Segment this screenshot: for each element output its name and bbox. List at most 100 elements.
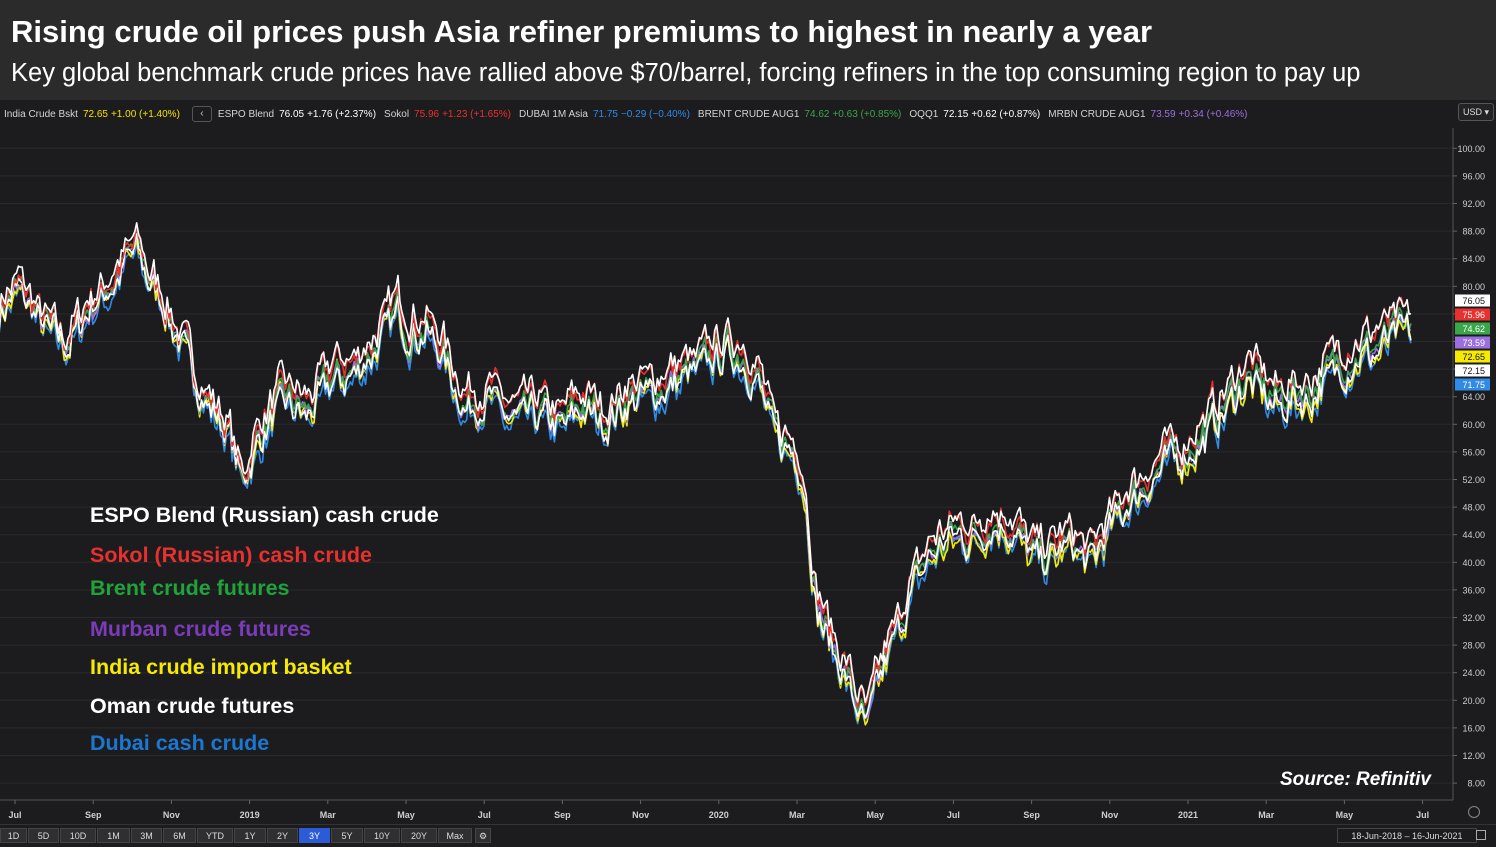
last-value-badge: [1455, 350, 1490, 363]
range-button[interactable]: 3M: [131, 828, 162, 843]
x-tick-label: Sep: [85, 810, 102, 820]
ticker-change: +1.76 (+2.37%): [307, 108, 377, 120]
last-value-label: 75.96: [1462, 310, 1485, 320]
last-value-badge: [1455, 322, 1490, 335]
x-tick-label: Sep: [554, 810, 571, 820]
range-button[interactable]: 10D: [60, 828, 96, 843]
range-button[interactable]: 3Y: [299, 828, 330, 843]
ticker-change: +0.34 (+0.46%): [1178, 108, 1248, 120]
range-button[interactable]: 5Y: [331, 828, 363, 843]
y-tick-label: 48.00: [1462, 503, 1485, 513]
y-tick-label: 88.00: [1462, 227, 1485, 237]
x-tick-label: Jul: [478, 810, 491, 820]
chart-header: Rising crude oil prices push Asia refine…: [0, 0, 1496, 100]
y-tick-label: 100.00: [1457, 144, 1485, 154]
x-tick-label: May: [397, 810, 415, 820]
range-button[interactable]: 6M: [163, 828, 196, 843]
ticker-item[interactable]: India Crude Bskt 72.65 +1.00 (+1.40%): [4, 109, 180, 120]
y-tick-label: 56.00: [1462, 447, 1485, 457]
last-value-label: 73.59: [1462, 338, 1485, 348]
y-tick-label: 16.00: [1462, 723, 1485, 733]
ticker-back-icon[interactable]: ‹: [191, 106, 212, 122]
date-range-separator: –: [1404, 831, 1410, 841]
series-line: [0, 233, 1412, 719]
ticker-value: 72.15: [943, 108, 969, 120]
ticker-value: 73.59: [1150, 108, 1176, 120]
date-range-field[interactable]: 18-Jun-2018 – 16-Jun-2021: [1337, 828, 1477, 843]
ticker-item[interactable]: MRBN CRUDE AUG1 73.59 +0.34 (+0.46%): [1048, 109, 1247, 120]
last-value-badge: [1455, 336, 1490, 349]
last-value-label: 76.05: [1462, 296, 1485, 306]
last-value-label: 72.15: [1462, 366, 1485, 376]
date-range-end: 16-Jun-2021: [1412, 831, 1463, 841]
ticker-name: ESPO Blend: [217, 108, 275, 120]
last-value-badge: [1455, 364, 1490, 377]
calendar-icon[interactable]: [1476, 830, 1486, 840]
x-tick-label: Nov: [632, 810, 649, 820]
range-button[interactable]: 10Y: [364, 828, 400, 843]
legend-item: India crude import basket: [90, 655, 352, 679]
series-line: [0, 222, 1412, 704]
series-group: [0, 222, 1412, 726]
range-button[interactable]: Max: [438, 828, 472, 843]
legend-item: Murban crude futures: [90, 617, 311, 641]
y-tick-label: 40.00: [1462, 558, 1485, 568]
last-value-badge: [1455, 308, 1490, 321]
y-tick-label: 28.00: [1462, 641, 1485, 651]
y-tick-label: 92.00: [1462, 199, 1485, 209]
ticker-name: India Crude Bskt: [4, 108, 78, 120]
currency-select[interactable]: USD ▾: [1458, 103, 1494, 121]
ticker-change: −0.29 (−0.40%): [620, 108, 690, 120]
y-tick-label: 84.00: [1462, 254, 1485, 264]
range-button[interactable]: 1D: [0, 828, 27, 843]
x-tick-label: Jul: [1416, 810, 1429, 820]
x-tick-label: Jul: [8, 810, 21, 820]
ticker-item[interactable]: DUBAI 1M Asia 71.75 −0.29 (−0.40%): [519, 109, 690, 120]
last-value-badge: [1455, 378, 1490, 391]
ticker-item[interactable]: OQQ1 72.15 +0.62 (+0.87%): [909, 109, 1040, 120]
date-range-start: 18-Jun-2018: [1351, 831, 1402, 841]
range-button[interactable]: 20Y: [401, 828, 437, 843]
ticker-name: MRBN CRUDE AUG1: [1048, 108, 1146, 120]
y-tick-label: 52.00: [1462, 475, 1485, 485]
ticker-name: BRENT CRUDE AUG1: [697, 108, 800, 120]
y-tick-label: 64.00: [1462, 392, 1485, 402]
x-tick-label: Mar: [789, 810, 806, 820]
currency-label: USD: [1462, 107, 1482, 117]
y-tick-label: 20.00: [1462, 696, 1485, 706]
ticker-value: 76.05: [279, 108, 305, 120]
range-button[interactable]: 1Y: [234, 828, 266, 843]
x-tick-label: 2020: [709, 810, 729, 820]
price-chart[interactable]: 100.0096.0092.0088.0084.0080.0076.0072.0…: [0, 128, 1496, 824]
y-tick-label: 96.00: [1462, 171, 1485, 181]
y-tick-label: 24.00: [1462, 668, 1485, 678]
last-value-label: 72.65: [1462, 352, 1485, 362]
ticker-name: OQQ1: [909, 108, 939, 120]
range-button[interactable]: 5D: [28, 828, 59, 843]
range-button[interactable]: 2Y: [267, 828, 298, 843]
x-tick-label: May: [1336, 810, 1354, 820]
y-tick-label: 12.00: [1462, 751, 1485, 761]
x-tick-label: May: [866, 810, 884, 820]
ticker-item[interactable]: Sokol 75.96 +1.23 (+1.65%): [384, 109, 511, 120]
ticker-item[interactable]: ESPO Blend 76.05 +1.76 (+2.37%): [218, 109, 376, 120]
x-tick-label: Sep: [1023, 810, 1040, 820]
range-button[interactable]: 1M: [97, 828, 130, 843]
ticker-bar: India Crude Bskt 72.65 +1.00 (+1.40%) ‹ ESPO…: [0, 100, 1453, 128]
legend-item: Oman crude futures: [90, 694, 295, 718]
last-value-label: 74.62: [1462, 324, 1485, 334]
last-value-label: 71.75: [1462, 380, 1485, 390]
y-tick-label: 80.00: [1462, 282, 1485, 292]
chart-settings-icon[interactable]: ⚙: [475, 828, 491, 843]
legend-item: Sokol (Russian) cash crude: [90, 543, 372, 567]
ticker-item[interactable]: BRENT CRUDE AUG1 74.62 +0.63 (+0.85%): [698, 109, 901, 120]
x-tick-label: Nov: [1101, 810, 1118, 820]
legend-item: Brent crude futures: [90, 576, 290, 600]
range-button[interactable]: YTD: [197, 828, 233, 843]
ticker-value: 71.75: [592, 108, 618, 120]
source-note: Source: Refinitiv: [1280, 769, 1431, 790]
x-tick-label: Mar: [1258, 810, 1275, 820]
ticker-value: 75.96: [414, 108, 440, 120]
y-tick-label: 8.00: [1467, 779, 1485, 789]
settings-icon[interactable]: [1468, 806, 1480, 818]
